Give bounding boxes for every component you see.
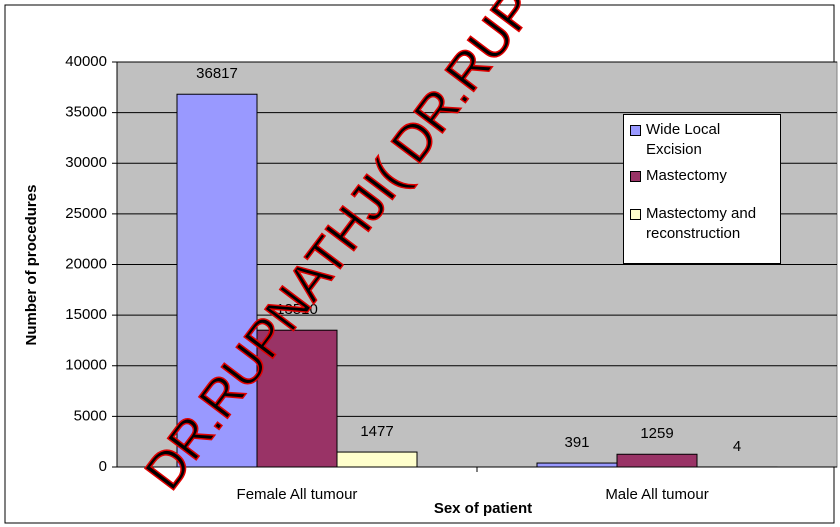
- y-tick-label: 35000: [65, 104, 107, 121]
- y-axis-title: Number of procedures: [23, 185, 40, 346]
- legend-label: Mastectomy: [646, 167, 727, 184]
- data-label: 13510: [276, 301, 318, 318]
- bar: [616, 453, 698, 468]
- bar: [336, 451, 418, 468]
- bar: [536, 462, 618, 468]
- legend-label: Wide Local Excision: [646, 121, 721, 158]
- x-tick-label: Male All tumour: [605, 486, 708, 503]
- legend-entry: Mastectomy and reconstruction: [630, 204, 774, 244]
- y-tick-label: 0: [99, 458, 107, 475]
- legend-swatch: [630, 125, 641, 136]
- data-label: 4: [733, 438, 741, 455]
- y-tick-label: 10000: [65, 357, 107, 374]
- y-tick-label: 20000: [65, 255, 107, 272]
- x-tick-label: Female All tumour: [237, 486, 358, 503]
- x-axis-title: Sex of patient: [434, 500, 532, 517]
- y-tick-label: 5000: [74, 407, 107, 424]
- bar: [256, 329, 338, 468]
- legend-swatch: [630, 171, 641, 182]
- y-tick-label: 30000: [65, 154, 107, 171]
- legend: Wide Local Excision Mastectomy Mastectomy …: [623, 114, 781, 264]
- data-label: 391: [564, 434, 589, 451]
- bar: [176, 93, 258, 468]
- legend-entry: Wide Local Excision: [630, 120, 774, 160]
- data-label: 1259: [640, 425, 673, 442]
- y-tick-label: 40000: [65, 53, 107, 70]
- legend-entry: Mastectomy: [630, 166, 774, 186]
- legend-label: Mastectomy and reconstruction: [646, 205, 757, 242]
- legend-swatch: [630, 209, 641, 220]
- y-tick-label: 15000: [65, 306, 107, 323]
- y-tick-label: 25000: [65, 205, 107, 222]
- data-label: 36817: [196, 65, 238, 82]
- data-label: 1477: [360, 423, 393, 440]
